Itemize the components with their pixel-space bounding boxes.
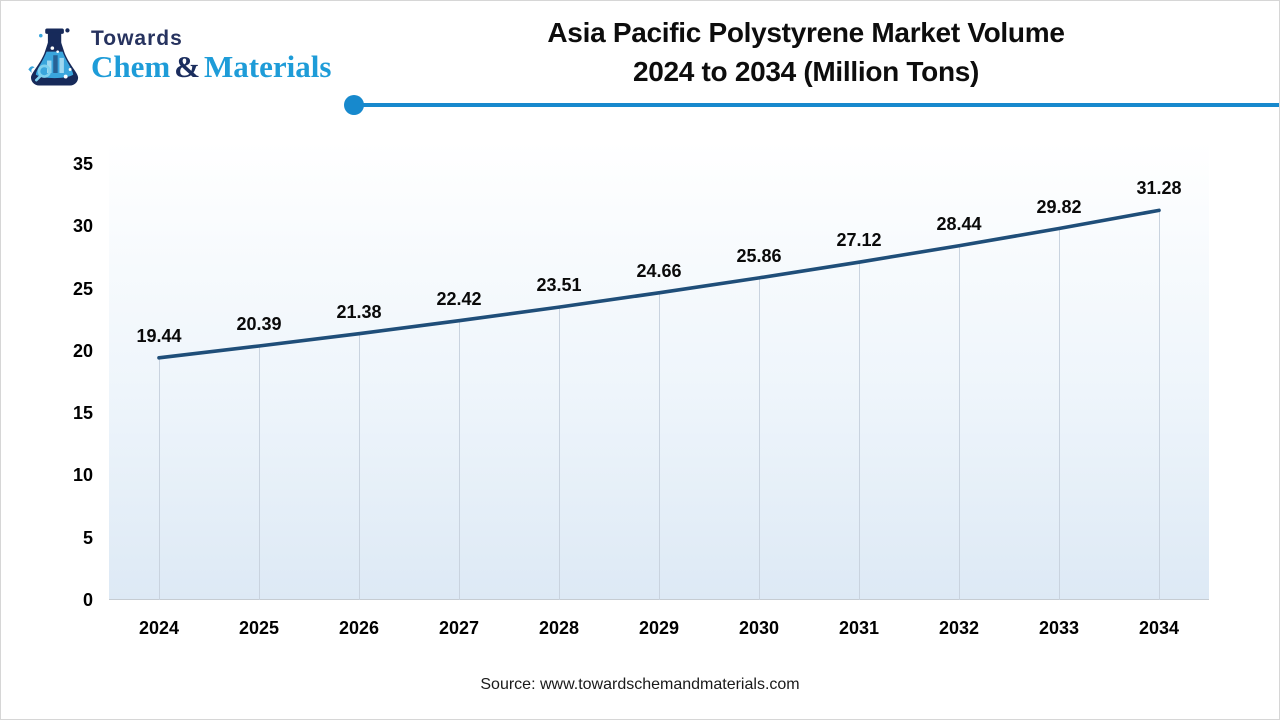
brand-towards-label: Towards [91,27,183,50]
dropline-2028 [558,307,560,600]
data-label-2034: 31.28 [1136,178,1182,199]
dropline-2030 [758,277,760,600]
x-tick-label-2033: 2033 [1038,618,1080,638]
x-tick-label-2030: 2030 [738,618,780,638]
y-tick-label-0: 0 [82,590,93,610]
dropline-2024 [158,357,160,600]
dropline-2034 [1158,210,1160,600]
y-tick-label-5: 5 [82,527,93,548]
y-tick-label-20: 20 [72,340,93,361]
dropline-2029 [658,292,660,600]
data-label-2025: 20.39 [236,313,282,334]
data-label-2026: 21.38 [336,301,382,322]
data-label-2033: 29.82 [1036,196,1082,217]
data-label-2031: 27.12 [836,230,882,251]
data-label-2030: 25.86 [736,245,782,266]
x-tick-label-2024: 2024 [138,618,180,638]
header-divider-dot [344,95,364,115]
dropline-2025 [258,345,260,600]
flask-logo-icon [28,28,79,86]
data-label-2032: 28.44 [936,213,982,234]
x-tick-label-2026: 2026 [338,618,380,638]
chart-title-line2: 2024 to 2034 (Million Tons) [632,56,980,87]
x-tick-label-2028: 2028 [538,618,580,638]
x-tick-label-2027: 2027 [438,618,480,638]
data-label-2029: 24.66 [636,260,682,281]
dropline-2032 [958,245,960,600]
x-tick-label-2029: 2029 [638,618,680,638]
data-label-2028: 23.51 [536,275,582,296]
source-note: Source: www.towardschemandmaterials.com [480,676,800,693]
dropline-2026 [358,333,360,600]
header-divider-line [344,95,1279,115]
y-tick-label-15: 15 [72,403,93,424]
x-tick-label-2032: 2032 [938,618,980,638]
x-tick-label-2034: 2034 [1138,618,1180,638]
x-tick-label-2031: 2031 [838,618,880,638]
y-tick-label-35: 35 [72,154,93,174]
dropline-2033 [1058,228,1060,600]
brand-logo: Towards Chem & Materials [23,25,331,89]
data-label-2027: 22.42 [436,288,482,309]
x-tick-label-2025: 2025 [238,618,280,638]
y-tick-label-10: 10 [72,465,93,486]
chart-title: Asia Pacific Polystyrene Market Volume 2… [341,13,1271,91]
dropline-2031 [858,262,860,600]
y-tick-label-25: 25 [72,278,93,299]
y-tick-label-30: 30 [72,216,93,237]
brand-chem-materials-label: Chem & Materials [91,49,332,84]
data-label-2024: 19.44 [136,325,182,346]
dropline-2027 [458,320,460,600]
chart-title-line1: Asia Pacific Polystyrene Market Volume [547,17,1065,48]
brand-wordmark: Towards Chem & Materials [91,25,331,82]
